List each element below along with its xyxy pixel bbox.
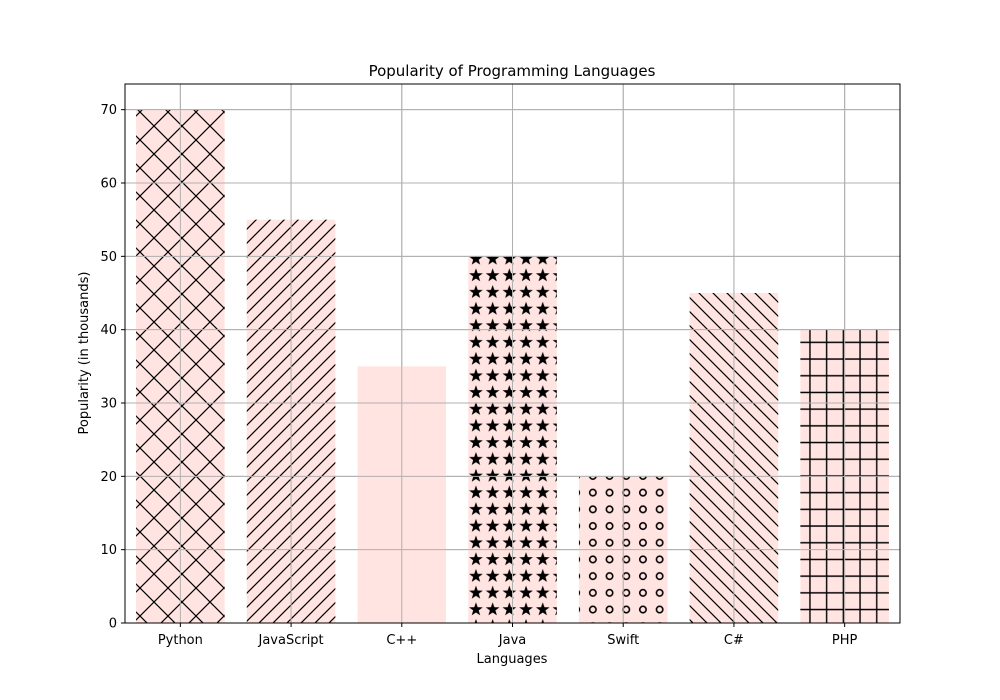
x-tick-label: JavaScript [257, 633, 323, 648]
y-axis-label: Popularity (in thousands) [77, 272, 92, 435]
y-tick-label: 50 [100, 250, 117, 265]
chart-title: Popularity of Programming Languages [369, 62, 656, 80]
y-tick-label: 60 [100, 177, 117, 192]
x-tick-label: Python [158, 633, 203, 648]
y-tick-label: 20 [100, 470, 117, 485]
y-tick-label: 40 [100, 323, 117, 338]
x-tick-label: C# [724, 633, 744, 648]
x-axis-label: Languages [477, 652, 548, 667]
x-tick-label: PHP [832, 633, 858, 648]
y-tick-label: 30 [100, 397, 117, 412]
x-tick-label: Swift [607, 633, 639, 648]
grid-overlay [125, 84, 900, 624]
y-tick-label: 70 [100, 103, 117, 118]
x-tick-label: Java [498, 633, 526, 648]
y-axis-ticks: 0 10 20 30 40 50 60 70 [100, 103, 125, 632]
y-tick-label: 10 [100, 543, 117, 558]
x-axis-ticks: Python JavaScript C++ Java Swift C# PHP [158, 623, 858, 648]
y-tick-label: 0 [109, 617, 117, 632]
x-tick-label: C++ [386, 633, 417, 648]
